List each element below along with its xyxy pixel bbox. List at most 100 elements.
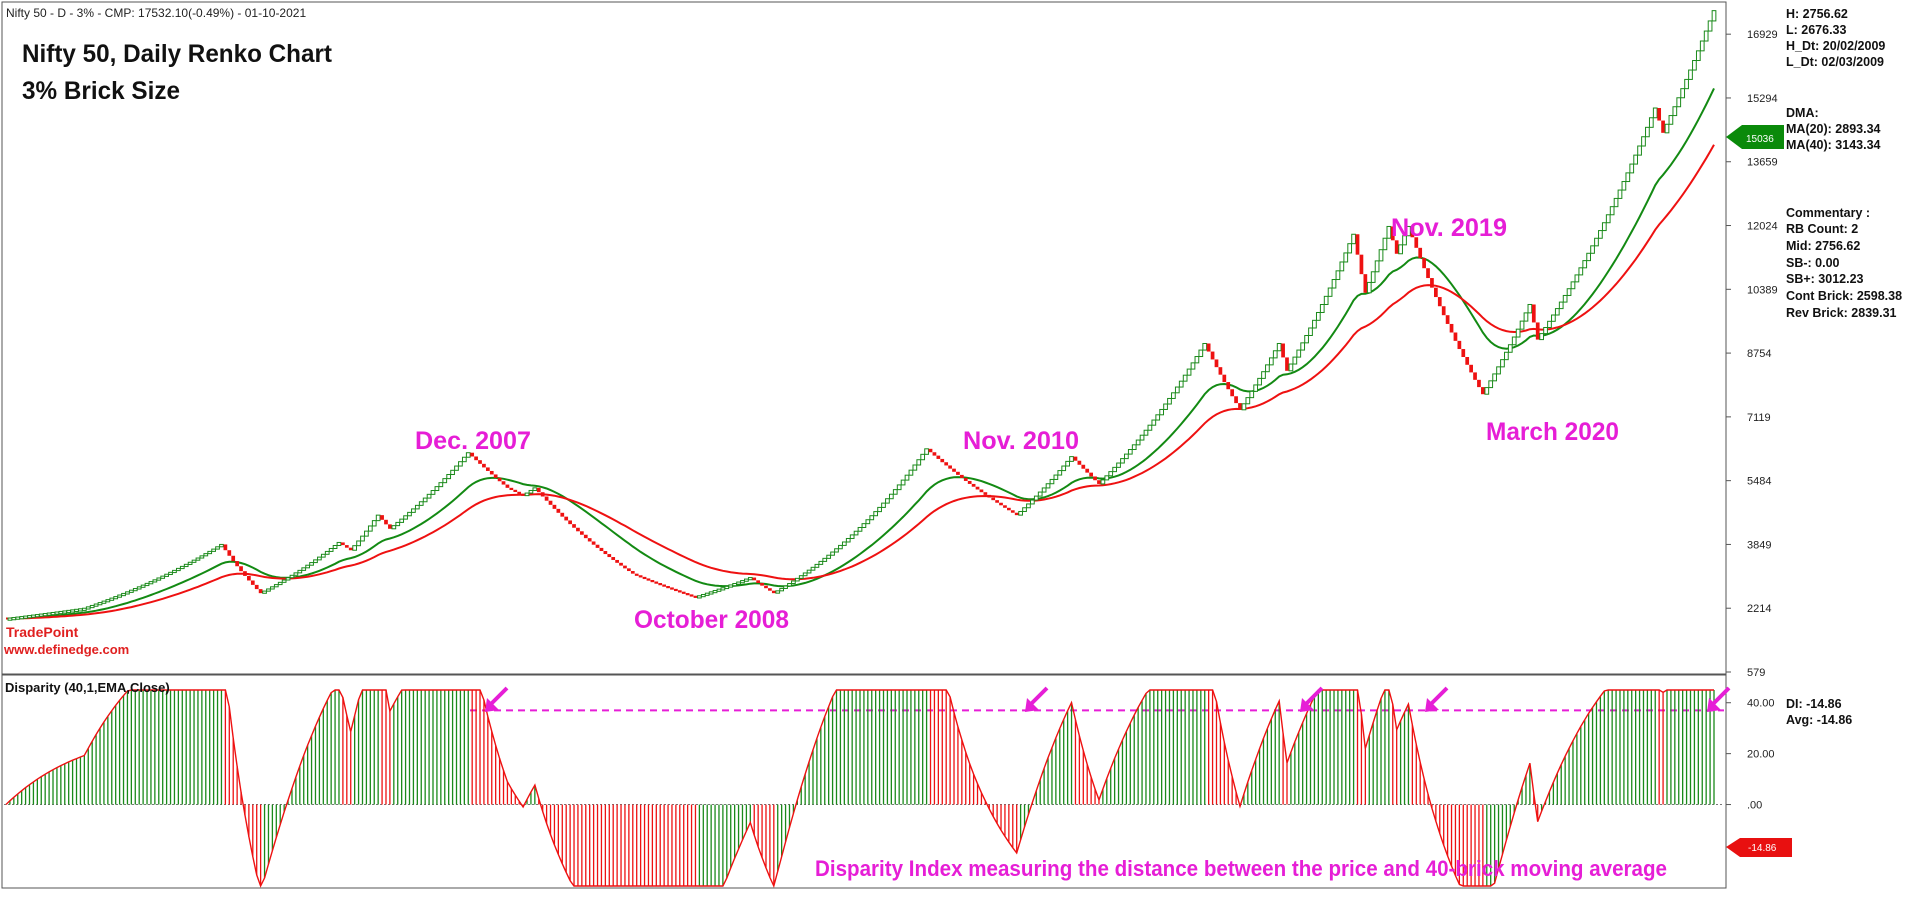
renko-brick-up	[1613, 197, 1619, 208]
renko-brick-up	[1582, 260, 1588, 269]
renko-brick-up	[454, 465, 459, 471]
renko-brick-up	[1292, 356, 1298, 365]
renko-brick-down	[1434, 287, 1438, 298]
renko-brick-up	[1558, 301, 1564, 310]
renko-brick-up	[105, 599, 111, 603]
renko-brick-up	[924, 448, 929, 455]
renko-brick-down	[959, 474, 964, 478]
renko-brick-down	[560, 512, 565, 517]
renko-brick-up	[183, 563, 189, 568]
renko-brick-up	[356, 540, 361, 547]
renko-brick-up	[779, 587, 785, 592]
renko-brick-down	[1657, 108, 1662, 121]
renko-brick-up	[89, 604, 95, 609]
renko-brick-down	[1218, 367, 1223, 375]
info-high-date: H_Dt: 20/02/2009	[1786, 39, 1885, 53]
renko-brick-up	[54, 611, 60, 615]
renko-brick-up	[1308, 327, 1313, 336]
renko-brick-up	[371, 520, 377, 527]
renko-brick-up	[336, 541, 342, 546]
renko-brick-down	[991, 497, 996, 501]
renko-brick-up	[732, 582, 738, 587]
renko-brick-up	[289, 574, 295, 579]
info-cont-brick: Cont Brick: 2598.38	[1786, 289, 1902, 303]
renko-brick-up	[1711, 10, 1717, 22]
watermark-line1: TradePoint	[6, 624, 79, 640]
renko-brick-up	[332, 544, 338, 549]
renko-brick-down	[536, 487, 541, 493]
renko-brick-down	[1359, 254, 1364, 275]
renko-brick-down	[1363, 274, 1368, 293]
renko-brick-down	[341, 542, 345, 546]
renko-brick-up	[1543, 327, 1548, 335]
renko-brick-up	[164, 573, 169, 577]
renko-brick-down	[258, 589, 263, 594]
price-axis-label: 579	[1747, 667, 1765, 679]
renko-brick-down	[1426, 268, 1430, 279]
disparity-outline	[5, 689, 1714, 889]
renko-brick-up	[109, 597, 115, 601]
renko-brick-up	[794, 577, 800, 582]
renko-brick-up	[403, 515, 408, 520]
renko-brick-up	[1574, 274, 1580, 283]
price-axis-label: 8754	[1747, 348, 1771, 360]
price-axis-label: 13659	[1747, 157, 1778, 169]
renko-brick-down	[650, 579, 655, 583]
price-axis-label: 10389	[1747, 284, 1778, 296]
renko-brick-down	[1222, 374, 1227, 383]
renko-brick-down	[231, 555, 236, 562]
renko-brick-up	[1406, 225, 1411, 237]
renko-brick-up	[740, 580, 745, 584]
info-commentary-title: Commentary :	[1786, 206, 1870, 220]
renko-brick-down	[599, 547, 604, 552]
renko-brick-down	[1226, 382, 1231, 390]
renko-brick-down	[556, 508, 561, 513]
renko-brick-down	[1097, 480, 1101, 484]
renko-brick-down	[497, 477, 502, 482]
osc-axis-label: 40.00	[1747, 698, 1775, 710]
renko-brick-up	[1257, 377, 1262, 386]
renko-brick-up	[23, 615, 28, 619]
renko-brick-down	[1422, 258, 1426, 269]
renko-brick-up	[1194, 356, 1200, 364]
renko-brick-up	[1124, 453, 1129, 460]
info-sb-plus: SB+: 3012.23	[1786, 272, 1864, 286]
renko-brick-down	[685, 593, 690, 596]
renko-brick-up	[1351, 233, 1356, 245]
renko-brick-up	[187, 561, 193, 565]
renko-brick-up	[148, 581, 154, 585]
renko-brick-up	[19, 616, 25, 620]
renko-brick-up	[97, 602, 103, 606]
renko-brick-up	[1139, 434, 1145, 441]
renko-brick-down	[956, 471, 960, 475]
renko-brick-up	[1304, 334, 1309, 344]
renko-brick-up	[211, 548, 216, 552]
renko-brick-up	[1386, 225, 1392, 239]
renko-brick-up	[1374, 260, 1380, 273]
price-axis-label: 3849	[1747, 539, 1771, 551]
renko-brick-down	[521, 493, 525, 496]
renko-brick-up	[128, 589, 134, 593]
renko-brick-up	[58, 610, 64, 615]
renko-brick-up	[1268, 357, 1274, 366]
renko-brick-up	[1648, 117, 1654, 128]
renko-brick-up	[1695, 50, 1701, 62]
renko-brick-up	[1339, 261, 1345, 272]
chart-title-line2: 3% Brick Size	[22, 77, 180, 105]
renko-brick-down	[489, 470, 494, 475]
renko-brick-up	[881, 502, 886, 508]
renko-brick-up	[1382, 237, 1388, 251]
renko-brick-down	[482, 463, 486, 468]
renko-brick-up	[1147, 424, 1153, 431]
renko-brick-down	[689, 594, 694, 597]
renko-brick-up	[810, 566, 816, 571]
renko-brick-up	[1272, 350, 1278, 359]
renko-brick-up	[434, 486, 440, 492]
price-panel-border	[1, 1, 1727, 675]
renko-brick-up	[1112, 466, 1117, 473]
info-panel: H: 2756.62 L: 2676.33 H_Dt: 20/02/2009 L…	[1786, 7, 1902, 727]
renko-brick-up	[324, 550, 330, 555]
renko-brick-down	[501, 481, 506, 485]
renko-brick-up	[1484, 387, 1490, 395]
info-sb-minus: SB-: 0.00	[1786, 256, 1840, 270]
